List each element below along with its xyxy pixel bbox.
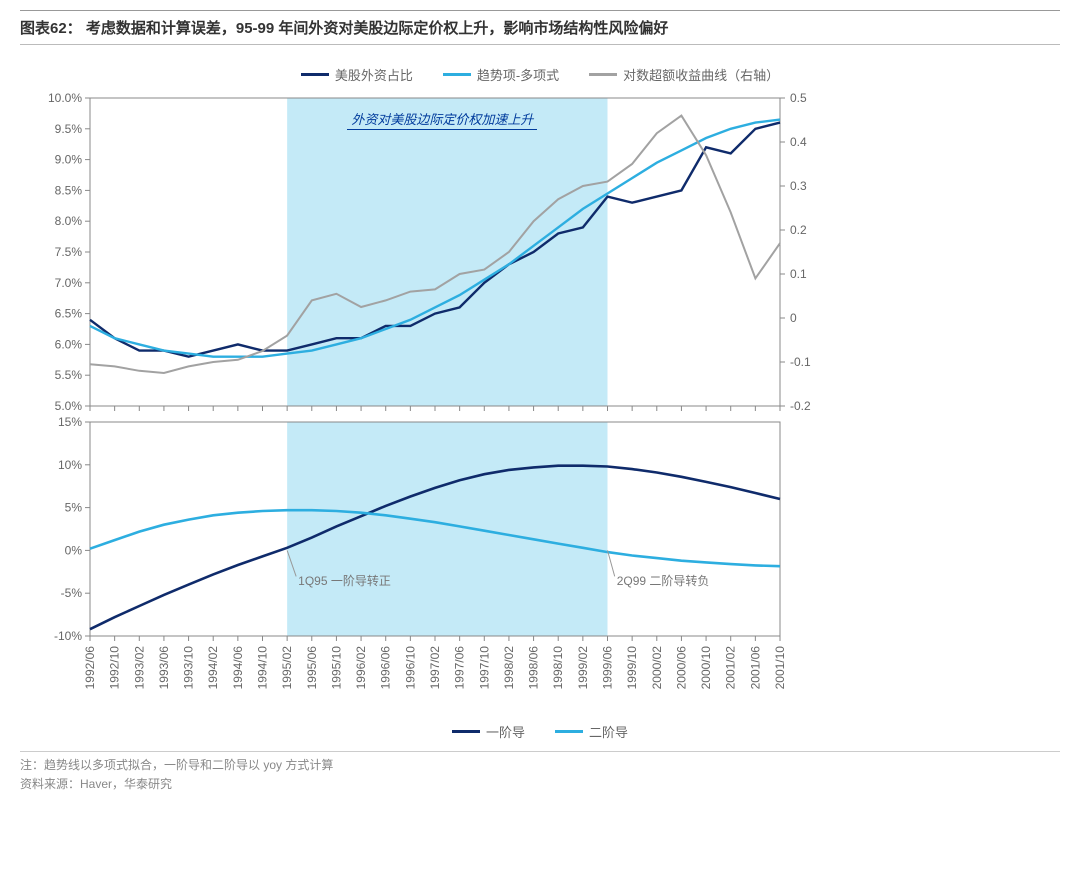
y-left-tick: 7.5% bbox=[55, 245, 83, 259]
y-left-tick: 5.5% bbox=[55, 368, 83, 382]
highlight-band bbox=[287, 98, 607, 406]
y-left-tick: 5.0% bbox=[55, 399, 83, 412]
x-tick-label: 2000/10 bbox=[699, 646, 713, 690]
y-left-tick: 10% bbox=[58, 458, 82, 472]
y-left-tick: -10% bbox=[54, 629, 82, 643]
y-right-tick: 0.2 bbox=[790, 223, 807, 237]
legend-swatch bbox=[443, 73, 471, 76]
y-left-tick: 9.5% bbox=[55, 122, 83, 136]
legend-item: 趋势项-多项式 bbox=[443, 65, 559, 84]
top-chart-svg: 5.0% 5.5% 6.0% 6.5% 7.0% 7.5% 8.0% 8.5% 9.0% 9.5%… bbox=[20, 92, 960, 412]
x-tick-label: 2001/06 bbox=[748, 646, 762, 690]
y-right-tick: -0.2 bbox=[790, 399, 811, 412]
x-tick-label: 1998/02 bbox=[502, 646, 516, 690]
x-tick-label: 2000/06 bbox=[674, 646, 688, 690]
x-tick-label: 1999/06 bbox=[601, 646, 615, 690]
x-tick-label: 1998/06 bbox=[527, 646, 541, 690]
bottom-chart-wrap: -10% -5% 0% 5% 10% 15% 1992/06 1992/10 1993/02 19… bbox=[20, 416, 1060, 741]
legend-label: 对数超额收益曲线（右轴） bbox=[623, 65, 779, 84]
annotation-highlight-label: 外资对美股边际定价权加速上升 bbox=[347, 108, 537, 130]
legend-swatch bbox=[555, 730, 583, 733]
y-right-tick: 0.3 bbox=[790, 179, 807, 193]
chart-title: 图表62： 考虑数据和计算误差，95-99 年间外资对美股边际定价权上升，影响市… bbox=[20, 10, 1060, 45]
callout-leader bbox=[608, 550, 615, 576]
x-tick-label: 1996/06 bbox=[379, 646, 393, 690]
footer: 注：趋势线以多项式拟合，一阶导和二阶导以 yoy 方式计算 资料来源：Haver… bbox=[20, 751, 1060, 794]
y-left-tick: 8.5% bbox=[55, 183, 83, 197]
y-left-tick: 10.0% bbox=[48, 92, 82, 105]
x-tick-label: 1994/02 bbox=[206, 646, 220, 690]
x-tick-label: 1995/02 bbox=[280, 646, 294, 690]
y-left-tick: 0% bbox=[65, 543, 83, 557]
bottom-legend: 一阶导 二阶导 bbox=[20, 722, 1060, 741]
y-left-tick: 7.0% bbox=[55, 276, 83, 290]
x-tick-label: 1996/02 bbox=[354, 646, 368, 690]
x-tick-label: 2001/10 bbox=[773, 646, 787, 690]
callout-label: 2Q99 二阶导转负 bbox=[617, 572, 710, 589]
callout-label: 1Q95 一阶导转正 bbox=[298, 572, 391, 589]
x-tick-label: 1999/02 bbox=[576, 646, 590, 690]
legend-label: 美股外资占比 bbox=[335, 65, 413, 84]
y-right-tick: 0.5 bbox=[790, 92, 807, 105]
y-left-tick: -5% bbox=[61, 586, 83, 600]
legend-swatch bbox=[452, 730, 480, 733]
x-tick-label: 1996/10 bbox=[403, 646, 417, 690]
y-left-tick: 5% bbox=[65, 501, 83, 515]
y-left-tick: 8.0% bbox=[55, 214, 83, 228]
footer-source: 资料来源：Haver，华泰研究 bbox=[20, 775, 1060, 794]
y-right-tick: -0.1 bbox=[790, 355, 811, 369]
x-tick-label: 1997/06 bbox=[453, 646, 467, 690]
legend-swatch bbox=[589, 73, 617, 76]
footer-note: 注：趋势线以多项式拟合，一阶导和二阶导以 yoy 方式计算 bbox=[20, 756, 1060, 775]
x-tick-label: 1997/10 bbox=[477, 646, 491, 690]
y-right-tick: 0 bbox=[790, 311, 797, 325]
x-tick-label: 1994/10 bbox=[256, 646, 270, 690]
x-tick-label: 2001/02 bbox=[724, 646, 738, 690]
legend-label: 趋势项-多项式 bbox=[477, 65, 559, 84]
x-tick-label: 1995/10 bbox=[329, 646, 343, 690]
x-tick-label: 2000/02 bbox=[650, 646, 664, 690]
y-right-tick: 0.4 bbox=[790, 135, 807, 149]
x-tick-label: 1993/02 bbox=[132, 646, 146, 690]
top-legend: 美股外资占比 趋势项-多项式 对数超额收益曲线（右轴） bbox=[20, 65, 1060, 84]
x-tick-label: 1992/06 bbox=[83, 646, 97, 690]
y-left-tick: 9.0% bbox=[55, 153, 83, 167]
legend-item: 二阶导 bbox=[555, 722, 628, 741]
legend-item: 一阶导 bbox=[452, 722, 525, 741]
x-tick-label: 1995/06 bbox=[305, 646, 319, 690]
legend-label: 一阶导 bbox=[486, 722, 525, 741]
legend-label: 二阶导 bbox=[589, 722, 628, 741]
x-tick-label: 1992/10 bbox=[108, 646, 122, 690]
x-tick-label: 1999/10 bbox=[625, 646, 639, 690]
bottom-chart-svg: -10% -5% 0% 5% 10% 15% 1992/06 1992/10 1993/02 19… bbox=[20, 416, 960, 716]
y-left-tick: 6.0% bbox=[55, 337, 83, 351]
y-right-tick: 0.1 bbox=[790, 267, 807, 281]
legend-item: 对数超额收益曲线（右轴） bbox=[589, 65, 779, 84]
legend-swatch bbox=[301, 73, 329, 76]
x-tick-label: 1994/06 bbox=[231, 646, 245, 690]
x-tick-label: 1993/06 bbox=[157, 646, 171, 690]
y-left-tick: 15% bbox=[58, 416, 82, 429]
legend-item: 美股外资占比 bbox=[301, 65, 413, 84]
y-left-tick: 6.5% bbox=[55, 307, 83, 321]
x-tick-label: 1997/02 bbox=[428, 646, 442, 690]
x-tick-label: 1993/10 bbox=[182, 646, 196, 690]
x-tick-label: 1998/10 bbox=[551, 646, 565, 690]
top-chart-wrap: 美股外资占比 趋势项-多项式 对数超额收益曲线（右轴） 5.0% 5.5% 6.0% 6.… bbox=[20, 65, 1060, 412]
highlight-band bbox=[287, 422, 607, 636]
